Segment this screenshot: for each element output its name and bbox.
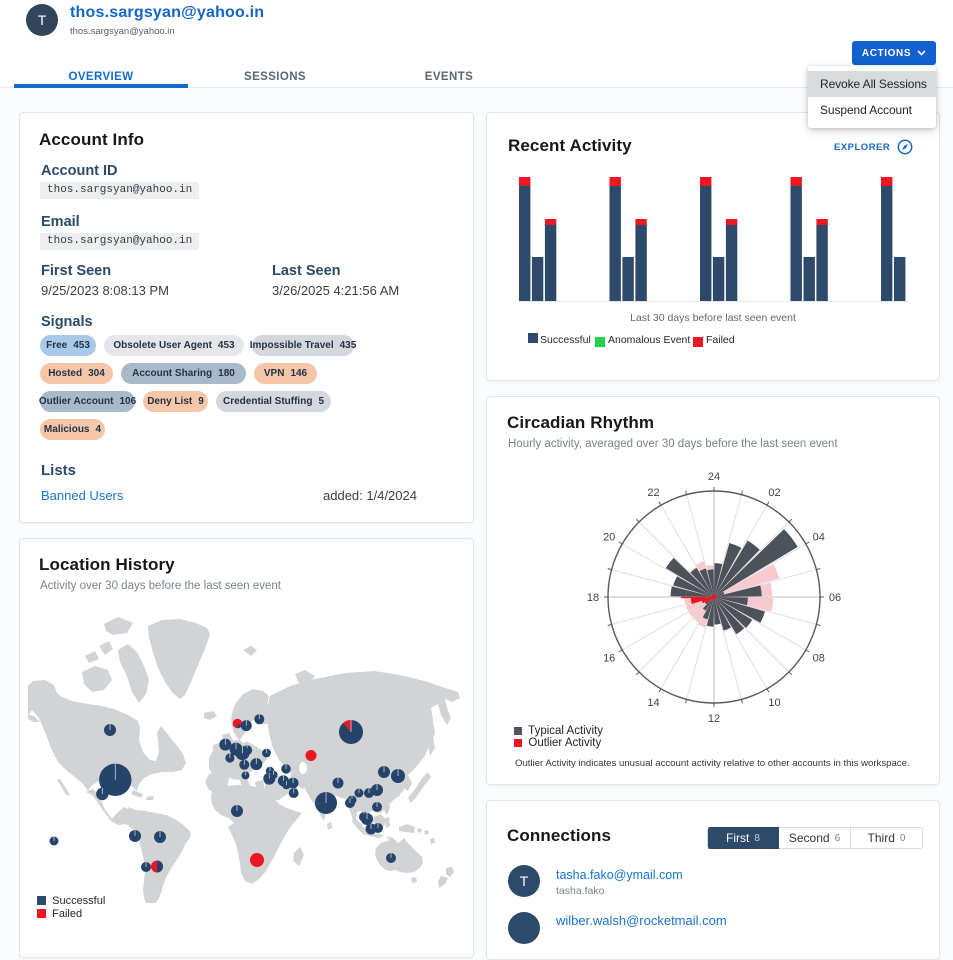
- svg-text:22: 22: [647, 487, 659, 499]
- svg-text:14: 14: [647, 697, 659, 709]
- svg-text:06: 06: [829, 592, 841, 604]
- svg-text:10: 10: [768, 697, 780, 709]
- svg-text:18: 18: [587, 592, 599, 604]
- svg-text:08: 08: [813, 653, 825, 665]
- svg-text:20: 20: [603, 532, 615, 544]
- svg-text:02: 02: [768, 487, 780, 499]
- svg-text:12: 12: [708, 713, 720, 725]
- svg-text:16: 16: [603, 653, 615, 665]
- svg-text:04: 04: [813, 532, 825, 544]
- svg-text:24: 24: [708, 471, 720, 483]
